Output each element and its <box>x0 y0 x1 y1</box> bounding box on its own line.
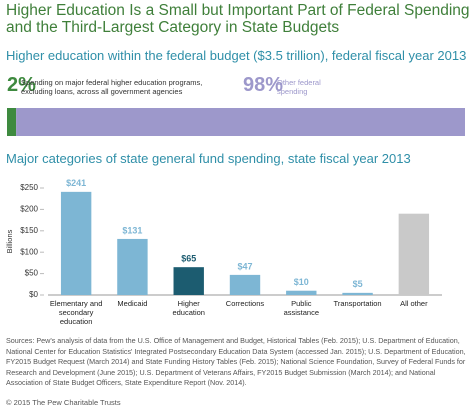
bar <box>398 213 430 295</box>
legend-label: Other federal spending <box>277 78 321 96</box>
value-label: 2% <box>7 74 36 96</box>
y-tick-label: $100 <box>20 247 38 256</box>
y-tick-label: $0 <box>29 290 38 299</box>
x-tick-label: Elementary and secondary education <box>49 299 103 326</box>
chart-title: Major categories of state general fund s… <box>6 151 411 166</box>
value-label: $65 <box>181 254 196 264</box>
value-label: $47 <box>237 261 252 271</box>
x-tick-label: All other <box>400 299 428 308</box>
value-label: $10 <box>294 277 309 287</box>
bar <box>342 292 373 295</box>
copyright: © 2015 The Pew Charitable Trusts <box>6 398 121 407</box>
value-label: $131 <box>122 225 142 235</box>
bar <box>286 290 317 295</box>
bar <box>117 238 148 295</box>
bar <box>60 191 92 295</box>
legend-label: Spending on major federal higher educati… <box>21 78 203 96</box>
value-label: $5 <box>353 279 363 289</box>
x-tick-label: Corrections <box>225 299 265 308</box>
y-tick-label: $50 <box>25 269 39 278</box>
bar <box>229 274 261 295</box>
x-tick-label: Transportation <box>333 299 382 308</box>
source: Sources: Pew's analysis of data from the… <box>6 336 466 387</box>
y-tick-label: $150 <box>20 226 38 235</box>
x-tick-label: Public assistance <box>283 299 319 317</box>
value-label: 98% <box>243 74 284 96</box>
x-tick-label: Medicaid <box>117 299 148 308</box>
y-tick-label: $200 <box>20 205 38 214</box>
x-tick-label: Higher education <box>172 299 205 317</box>
bar-segment <box>7 108 17 136</box>
y-axis-label: Billions <box>5 229 14 253</box>
bar <box>173 267 204 295</box>
chart-title: Higher education within the federal budg… <box>6 48 467 63</box>
value-label: $241 <box>66 178 86 188</box>
title: Higher Education Is a Small but Importan… <box>6 2 470 36</box>
bar-segment <box>16 108 465 136</box>
y-tick-label: $250 <box>20 183 38 192</box>
